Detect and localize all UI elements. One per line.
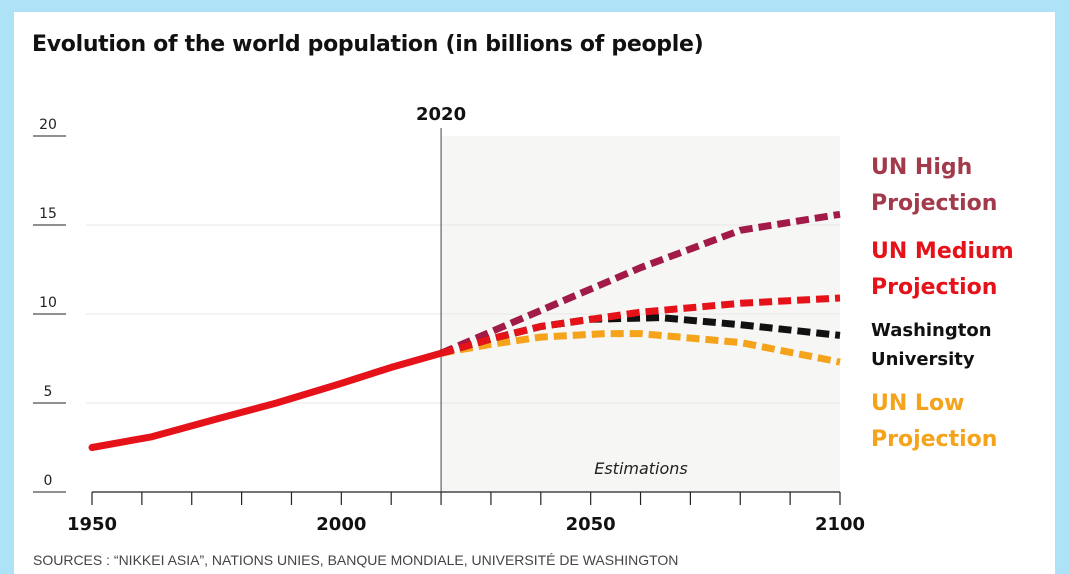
un-high-line <box>439 210 841 357</box>
marker-label-2020: 2020 <box>416 104 466 125</box>
un-medium-line <box>440 294 841 357</box>
legend-un-high-line2: Projection <box>871 191 998 216</box>
un-low-line <box>440 330 841 366</box>
x-tick-label-1950: 1950 <box>67 514 117 535</box>
historical-line <box>88 349 445 451</box>
estimations-label: Estimations <box>594 459 688 478</box>
x-tick-label-2100: 2100 <box>815 514 865 535</box>
y-tick-label-20: 20 <box>39 117 57 133</box>
legend-un-medium: UN Medium Projection <box>871 234 1014 306</box>
legend-un-low-line1: UN Low <box>871 391 965 416</box>
x-tick-label-2000: 2000 <box>316 514 366 535</box>
legend-un-medium-line2: Projection <box>871 275 998 300</box>
legend-washington: Washington University <box>871 316 992 374</box>
legend-un-medium-line1: UN Medium <box>871 239 1014 264</box>
chart-title: Evolution of the world population (in bi… <box>32 32 704 57</box>
y-tick-label-5: 5 <box>44 384 53 400</box>
y-tick-label-0: 0 <box>44 473 53 489</box>
x-tick-label-2050: 2050 <box>566 514 616 535</box>
legend-un-low: UN Low Projection <box>871 386 997 458</box>
legend-washington-line1: Washington <box>871 320 992 341</box>
legend-washington-line2: University <box>871 349 975 370</box>
legend-un-high: UN High Projection <box>871 150 997 222</box>
legend-un-low-line2: Projection <box>871 427 998 452</box>
y-tick-label-10: 10 <box>39 295 57 311</box>
y-tick-label-15: 15 <box>39 206 57 222</box>
legend-un-high-line1: UN High <box>871 155 973 180</box>
sources-note: SOURCES : “NIKKEI ASIA”, NATIONS UNIES, … <box>33 552 679 568</box>
